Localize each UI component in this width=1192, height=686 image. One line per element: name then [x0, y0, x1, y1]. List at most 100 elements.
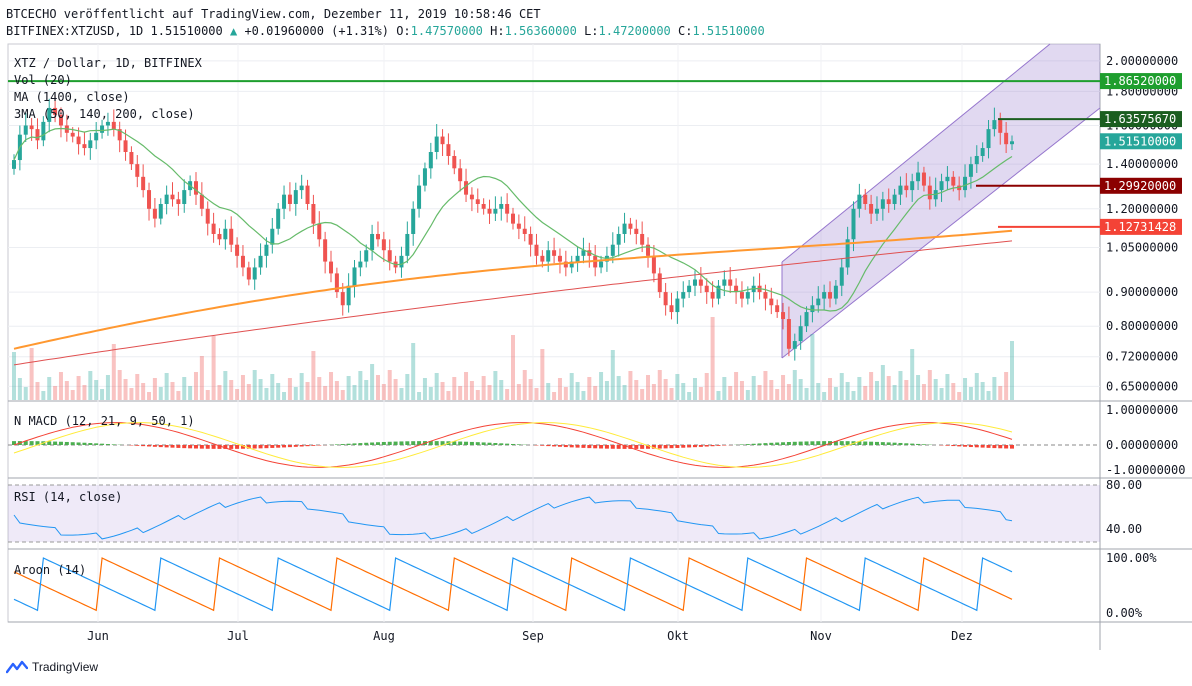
volume-bar	[182, 377, 187, 400]
macd-signal-line	[13, 422, 1013, 468]
macd-bar	[481, 442, 486, 445]
volume-bar	[698, 387, 703, 400]
volume-bar	[828, 378, 833, 400]
volume-bar	[123, 379, 128, 400]
volume-bar	[816, 383, 821, 400]
volume-bar	[17, 378, 22, 400]
volume-bar	[557, 378, 562, 400]
volume-bar	[916, 375, 921, 400]
macd-bar	[863, 441, 868, 445]
candle	[540, 255, 545, 262]
volume-bar	[569, 373, 574, 400]
candle	[951, 176, 956, 186]
macd-bar	[141, 445, 146, 447]
macd-bar	[998, 445, 1003, 449]
macd-bar	[235, 445, 240, 449]
volume-bar	[951, 383, 956, 400]
volume-bar	[334, 381, 339, 400]
macd-bar	[223, 445, 228, 449]
volume-bar	[393, 379, 398, 400]
candle	[323, 239, 328, 262]
candle	[657, 273, 662, 293]
macd-bar	[986, 445, 991, 448]
volume-bar	[458, 386, 463, 400]
candle	[158, 204, 163, 219]
candle	[29, 125, 34, 130]
candle	[23, 125, 28, 135]
candle	[581, 250, 586, 256]
volume-bar	[53, 386, 58, 400]
candle	[428, 151, 433, 169]
volume-bars	[12, 317, 1014, 400]
macd-bar	[593, 445, 598, 449]
volume-bar	[422, 378, 427, 400]
candle	[422, 168, 427, 186]
candle	[851, 208, 856, 240]
candle	[364, 250, 369, 262]
price-label-text: 1.51510000	[1104, 134, 1176, 148]
macd-bar	[164, 445, 169, 448]
volume-bar	[440, 382, 445, 400]
candle	[910, 181, 915, 191]
volume-bar	[293, 387, 298, 400]
candle	[352, 267, 357, 286]
volume-bar	[552, 392, 557, 400]
macd-bar	[64, 441, 69, 445]
volume-bar	[974, 373, 979, 400]
candle	[786, 319, 791, 349]
macd-bar	[898, 442, 903, 445]
macd-bar	[1010, 445, 1014, 449]
candle	[299, 185, 304, 191]
volume-bar	[299, 373, 304, 400]
price-tick-label: 1.05000000	[1106, 240, 1178, 254]
candle	[282, 194, 287, 209]
macd-bar	[804, 441, 809, 445]
volume-bar	[323, 386, 328, 400]
volume-bar	[657, 370, 662, 400]
candle	[804, 312, 809, 327]
candle	[117, 129, 122, 141]
candle	[822, 292, 827, 299]
macd-bar	[276, 445, 281, 448]
candle	[152, 208, 157, 219]
volume-bar	[581, 391, 586, 400]
candle	[998, 120, 1003, 133]
volume-legend: Vol (20)	[14, 73, 72, 87]
volume-bar	[587, 377, 592, 400]
volume-bar	[757, 385, 762, 400]
candle	[235, 244, 240, 256]
candle	[305, 185, 310, 205]
volume-bar	[851, 391, 856, 400]
candle	[317, 223, 322, 240]
volume-bar	[646, 375, 651, 400]
candle	[739, 292, 744, 299]
macd-bar	[293, 445, 298, 447]
change-arrow-icon: ▲	[229, 24, 238, 38]
candle	[546, 250, 551, 262]
macd-bar	[193, 445, 198, 449]
macd-bar	[452, 441, 457, 445]
candle	[833, 285, 838, 299]
candle	[698, 279, 703, 286]
macd-bar	[775, 442, 780, 445]
volume-bar	[311, 351, 316, 400]
volume-bar	[857, 377, 862, 400]
candle	[816, 298, 821, 306]
volume-bar	[546, 383, 551, 400]
candle	[47, 107, 52, 122]
macd-bar	[511, 443, 515, 445]
macd-bar	[640, 445, 645, 449]
candle	[986, 129, 991, 149]
volume-bar	[634, 380, 639, 400]
macd-bar	[211, 445, 216, 449]
tradingview-logo[interactable]: TradingView	[6, 659, 98, 675]
macd-bar	[992, 445, 997, 449]
aroon-tick-label: 0.00%	[1106, 606, 1143, 620]
volume-bar	[370, 364, 375, 400]
volume-bar	[258, 379, 263, 400]
candle	[734, 285, 739, 293]
symbol-info: BITFINEX:XTZUSD, 1D 1.51510000	[6, 24, 223, 38]
macd-bar	[604, 445, 609, 449]
candle	[487, 208, 492, 214]
